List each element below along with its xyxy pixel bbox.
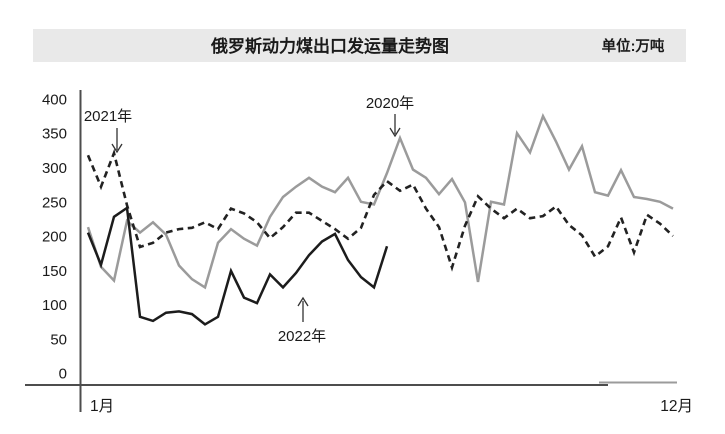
arrow-down-2021-head-icon bbox=[111, 143, 123, 154]
y-tick-label-400: 400 bbox=[42, 92, 67, 109]
annotation-2022: 2022年 bbox=[278, 296, 326, 345]
arrow-down-2020-head-icon bbox=[389, 127, 401, 138]
series-label-2021: 2021年 bbox=[84, 108, 132, 125]
annotation-2020: 2020年 bbox=[366, 95, 414, 138]
y-tick-label-150: 150 bbox=[42, 263, 67, 280]
x-axis-label-january: 1月 bbox=[90, 398, 114, 415]
y-tick-label-200: 200 bbox=[42, 229, 67, 246]
series-line-2021 bbox=[86, 148, 674, 272]
y-tick-label-0: 0 bbox=[59, 366, 67, 383]
y-tick-label-50: 50 bbox=[50, 331, 67, 348]
series-line-2022 bbox=[86, 205, 389, 326]
annotation-2021: 2021年 bbox=[84, 108, 132, 154]
unit-label: 单位:万吨 bbox=[602, 37, 665, 55]
y-tick-label-250: 250 bbox=[42, 194, 67, 211]
y-tick-label-100: 100 bbox=[42, 297, 67, 314]
y-tick-label-300: 300 bbox=[42, 160, 67, 177]
y-axis-tick-labels: 400 350 300 250 200 150 100 50 0 bbox=[42, 92, 67, 383]
x-axis-label-december: 12月 bbox=[660, 398, 693, 415]
page-title: 俄罗斯动力煤出口发运量走势图 bbox=[210, 36, 449, 56]
series-label-2020: 2020年 bbox=[366, 95, 414, 112]
y-tick-label-350: 350 bbox=[42, 126, 67, 143]
series-label-2022: 2022年 bbox=[278, 328, 326, 345]
arrow-up-2022-head-icon bbox=[297, 296, 309, 307]
series-line-2020 bbox=[86, 112, 674, 290]
series-lines bbox=[86, 112, 674, 326]
header-band bbox=[33, 29, 686, 62]
